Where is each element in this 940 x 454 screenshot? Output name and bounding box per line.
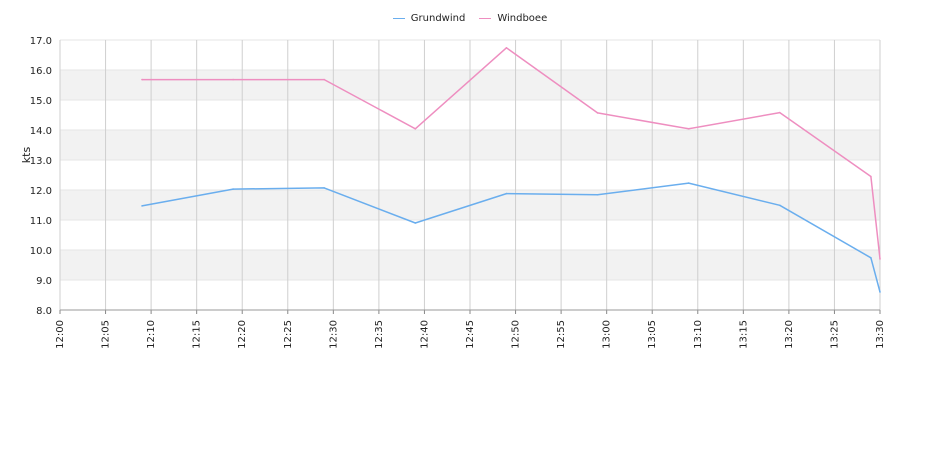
series-line-windboee [142, 47, 881, 260]
x-tick-label: 12:30 [328, 320, 339, 349]
y-axis-label: kts [20, 147, 33, 164]
x-tick-label: 13:00 [602, 320, 613, 349]
x-tick-label: 12:55 [556, 320, 567, 349]
data-point [870, 175, 872, 178]
x-tick-label: 13:15 [738, 320, 749, 349]
y-tick-label: 9.0 [36, 276, 52, 287]
y-tick-label: 14.0 [30, 126, 52, 137]
x-tick-label: 13:10 [693, 320, 704, 349]
y-tick-label: 12.0 [30, 186, 52, 197]
y-tick-label: 8.0 [36, 306, 52, 317]
y-tick-label: 15.0 [30, 96, 52, 107]
data-point [505, 47, 508, 49]
x-tick-label: 12:05 [101, 320, 112, 349]
legend-item-windboee[interactable]: Windboee [479, 13, 547, 24]
y-tick-label: 11.0 [30, 216, 52, 227]
y-tick-label: 10.0 [30, 246, 52, 257]
data-point [141, 78, 143, 81]
data-point [323, 187, 326, 189]
legend-label: Grundwind [410, 13, 466, 24]
legend-item-grundwind[interactable]: Grundwind [392, 13, 466, 24]
x-tick-label: 13:20 [784, 320, 795, 349]
legend-swatch [392, 17, 405, 19]
x-tick-label: 12:40 [419, 320, 430, 349]
x-tick-label: 12:25 [283, 320, 294, 349]
x-tick-label: 12:15 [192, 320, 203, 349]
x-tick-label: 13:25 [829, 320, 840, 349]
y-tick-label: 17.0 [30, 36, 52, 47]
x-tick-label: 12:00 [55, 320, 66, 349]
data-point [596, 194, 599, 196]
data-point [232, 188, 234, 190]
data-point [687, 182, 690, 184]
series-line-grundwind [141, 182, 881, 293]
chart-legend: Grundwind Windboee [0, 13, 940, 24]
x-tick-label: 12:50 [511, 320, 522, 349]
data-point [141, 205, 143, 207]
y-tick-label: 13.0 [30, 156, 52, 167]
data-point [879, 291, 881, 293]
x-tick-label: 13:30 [875, 320, 886, 349]
legend-label: Windboee [497, 13, 548, 24]
x-tick-label: 12:20 [237, 320, 248, 349]
x-tick-label: 12:10 [146, 320, 157, 349]
data-point [879, 258, 881, 260]
legend-swatch [479, 17, 492, 19]
data-point [505, 192, 508, 195]
data-point [870, 257, 872, 259]
data-point [778, 204, 781, 207]
data-point [414, 222, 417, 224]
y-tick-label: 16.0 [30, 66, 52, 77]
data-point [323, 78, 326, 81]
x-tick-label: 12:35 [374, 320, 385, 349]
x-tick-label: 13:05 [647, 320, 658, 349]
x-tick-label: 12:45 [465, 320, 476, 349]
data-point [232, 78, 234, 81]
data-point [596, 112, 599, 114]
data-point [414, 128, 417, 130]
data-point [687, 128, 690, 130]
data-point [778, 111, 781, 114]
